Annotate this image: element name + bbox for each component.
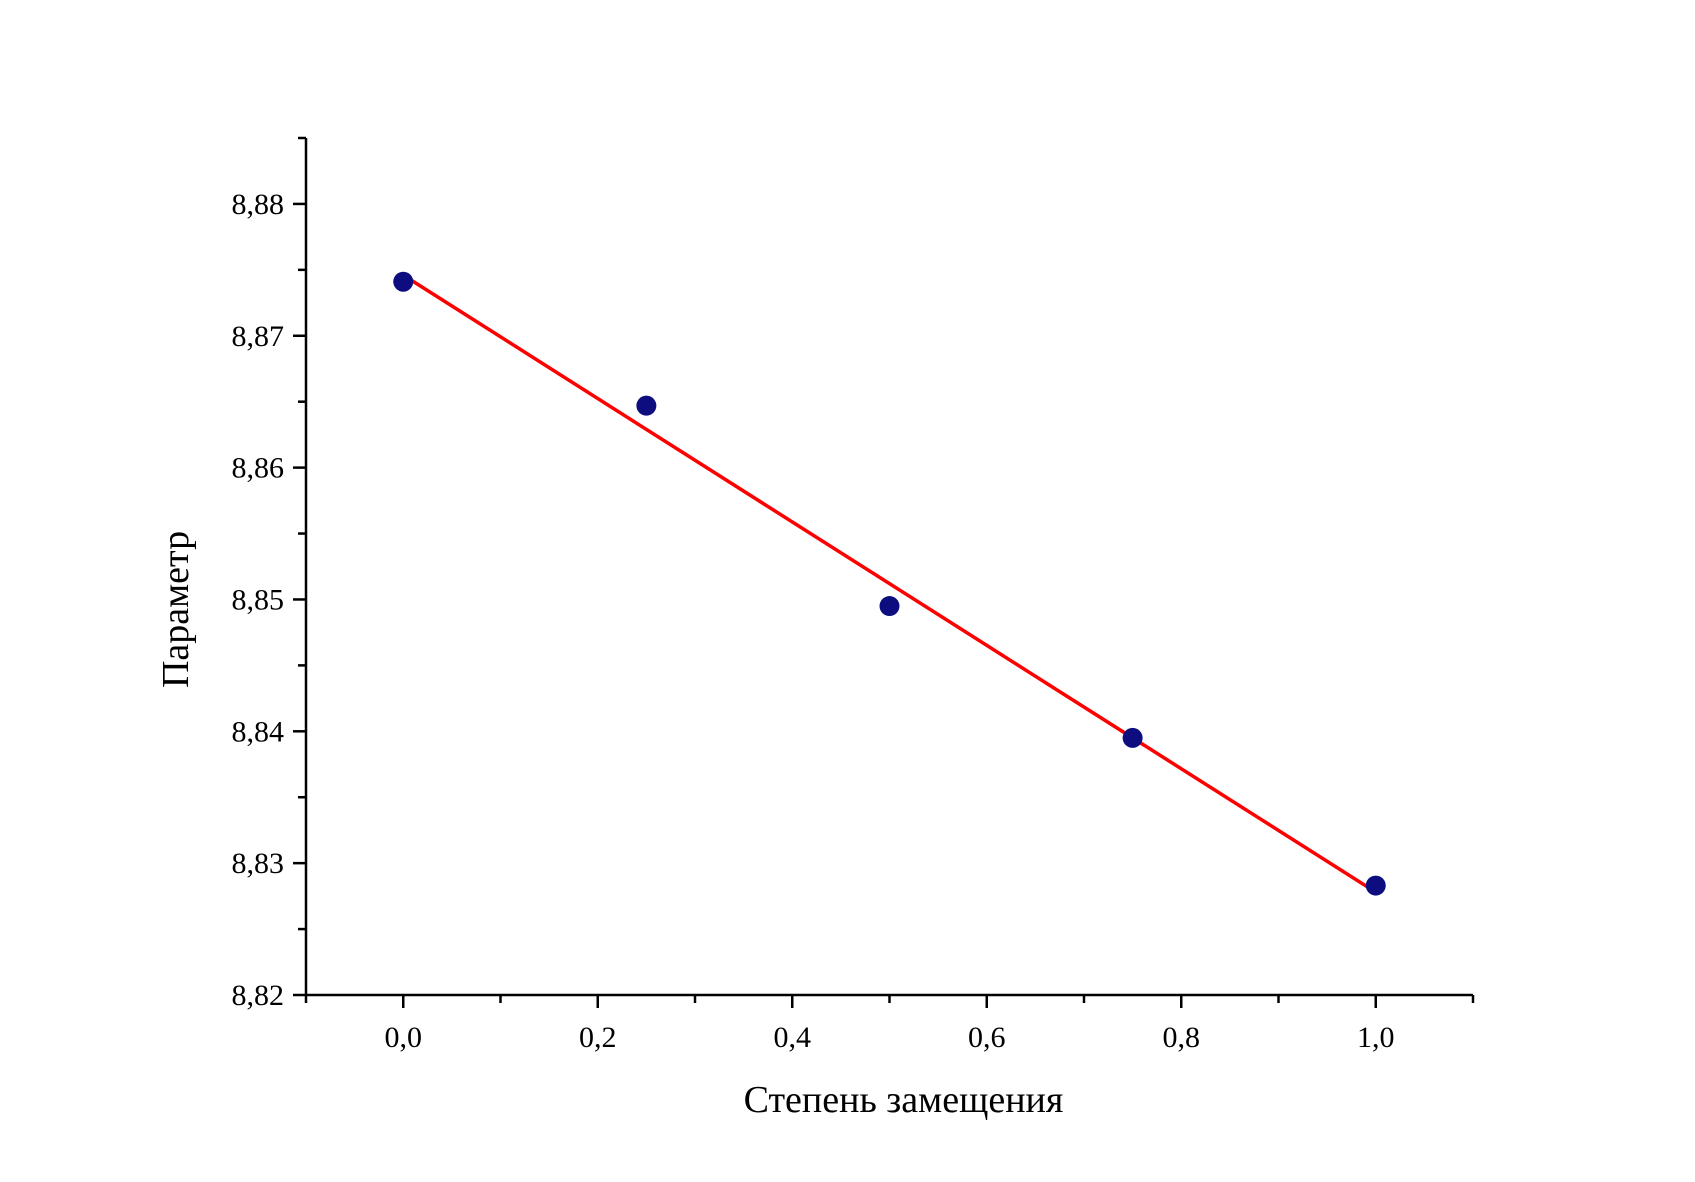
x-tick-label: 1,0: [1357, 1021, 1395, 1054]
y-axis-ticks: 8,82 8,83 8,84 8,85 8,86 8,87 8,88: [232, 136, 306, 1012]
x-tick-label: 0,6: [968, 1021, 1006, 1054]
data-points-series: [393, 271, 1386, 896]
y-tick-label: 8,83: [232, 847, 285, 880]
data-point: [1365, 875, 1386, 896]
x-axis-ticks: 0,0 0,2 0,4 0,6 0,8 1,0: [304, 995, 1475, 1054]
fit-line: [401, 273, 1378, 894]
axes: [304, 138, 1473, 997]
data-point: [393, 271, 414, 292]
fit-line-series: [401, 273, 1378, 894]
y-axis-title: Параметр: [155, 531, 197, 688]
y-tick-label: 8,86: [232, 452, 285, 485]
y-tick-label: 8,85: [232, 583, 285, 616]
y-tick-label: 8,84: [232, 715, 285, 748]
x-tick-label: 0,2: [579, 1021, 617, 1054]
data-point: [1122, 727, 1143, 748]
y-tick-label: 8,87: [232, 320, 285, 353]
x-tick-label: 0,0: [385, 1021, 423, 1054]
x-axis-title: Степень замещения: [744, 1079, 1064, 1121]
y-tick-label: 8,82: [232, 979, 285, 1012]
x-tick-label: 0,4: [774, 1021, 812, 1054]
data-point: [636, 395, 657, 416]
y-tick-label: 8,88: [232, 188, 285, 221]
data-point: [879, 596, 900, 617]
x-tick-label: 0,8: [1163, 1021, 1201, 1054]
